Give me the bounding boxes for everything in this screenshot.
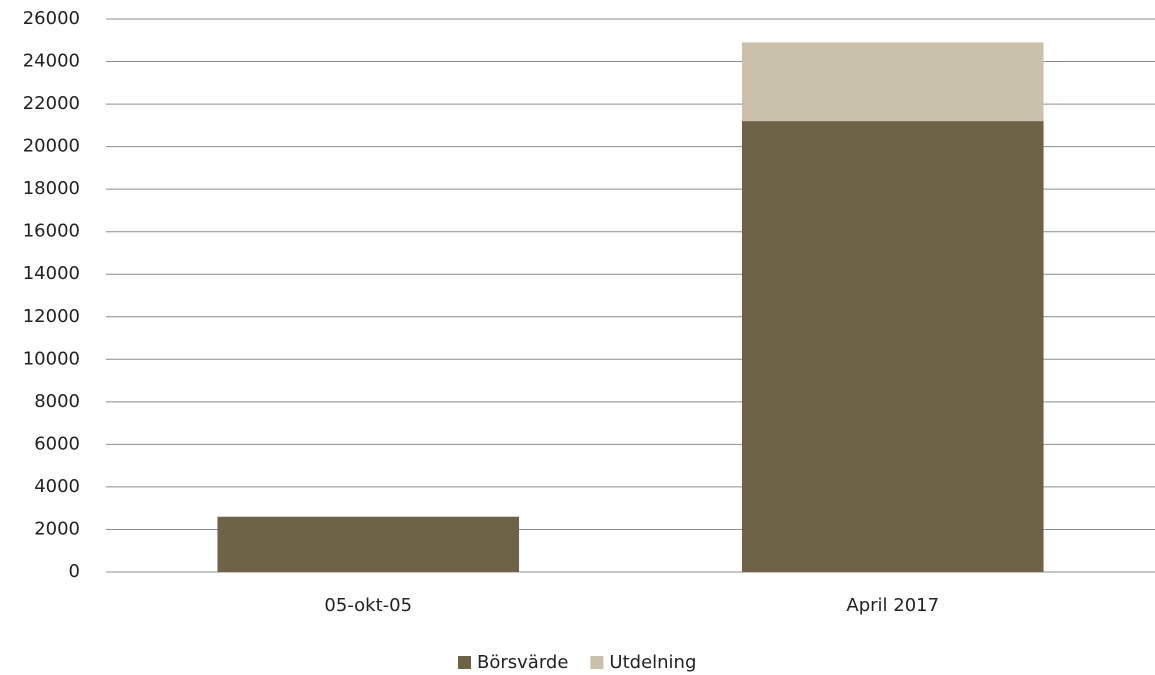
legend-label: Utdelning bbox=[609, 652, 696, 673]
y-tick-label: 0 bbox=[69, 561, 80, 582]
y-tick-label: 8000 bbox=[34, 391, 80, 412]
y-tick-label: 26000 bbox=[23, 8, 80, 29]
bar-segment bbox=[217, 516, 520, 572]
y-tick-label: 12000 bbox=[23, 306, 80, 327]
y-tick-label: 4000 bbox=[34, 476, 80, 497]
y-tick-label: 22000 bbox=[23, 93, 80, 114]
y-tick-label: 18000 bbox=[23, 178, 80, 199]
y-tick-label: 24000 bbox=[23, 51, 80, 72]
legend-swatch bbox=[458, 656, 471, 669]
y-tick-label: 16000 bbox=[23, 221, 80, 242]
y-tick-label: 20000 bbox=[23, 136, 80, 157]
x-tick-label: April 2017 bbox=[846, 595, 939, 616]
x-tick-label: 05-okt-05 bbox=[324, 595, 412, 616]
legend-swatch bbox=[590, 656, 604, 669]
y-tick-label: 2000 bbox=[34, 518, 80, 539]
bar-segment bbox=[741, 121, 1044, 572]
y-tick-label: 14000 bbox=[23, 263, 80, 284]
legend-label: Börsvärde bbox=[477, 652, 568, 673]
y-tick-label: 10000 bbox=[23, 348, 80, 369]
y-tick-label: 6000 bbox=[34, 433, 80, 454]
bar-segment bbox=[741, 42, 1044, 122]
